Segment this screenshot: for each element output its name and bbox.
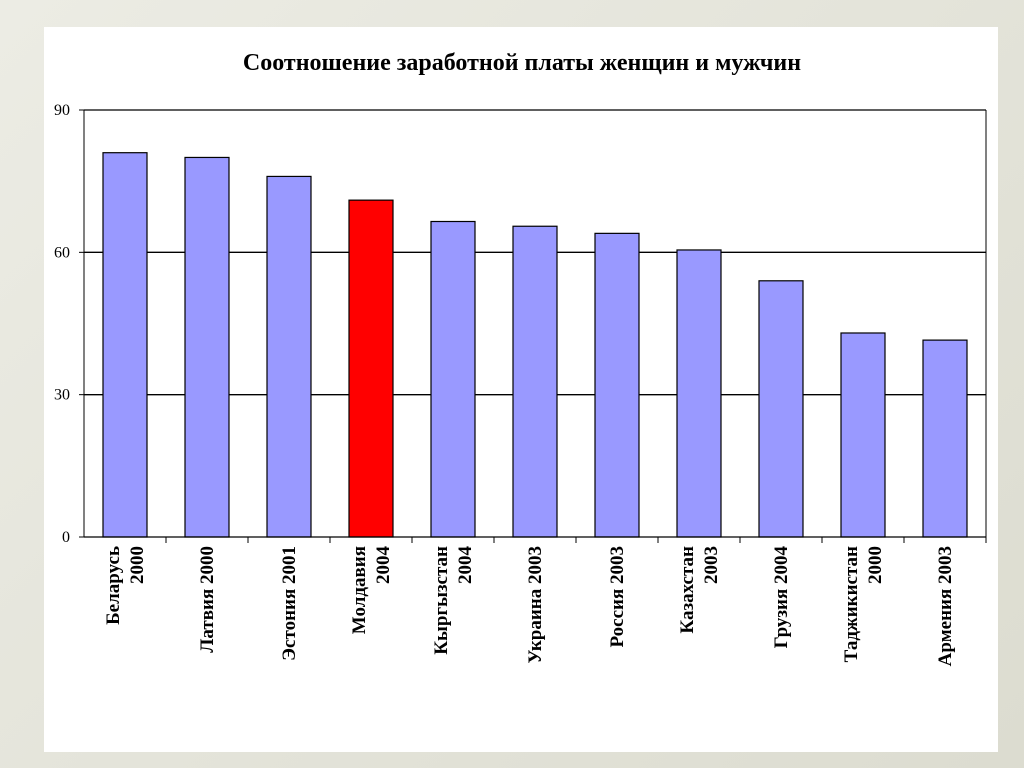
x-category-label-3: Молдавия 2004 [349, 546, 394, 635]
x-category-label-line: Таджикистан [841, 546, 862, 662]
bar-0 [102, 152, 148, 538]
bar-3 [348, 199, 394, 538]
bar-4 [430, 220, 476, 538]
y-tick-label: 30 [54, 387, 70, 404]
y-tick-label: 90 [54, 102, 70, 119]
x-category-label-0: Беларусь 2000 [103, 546, 148, 625]
bar-2 [266, 175, 312, 538]
x-category-label-line: Казахстан [677, 546, 698, 634]
x-category-label-line: Армения 2003 [935, 546, 956, 666]
bars [102, 152, 968, 538]
x-category-label-5: Украина 2003 [525, 546, 546, 664]
bar-7 [676, 249, 722, 538]
x-category-label-line: Латвия 2000 [197, 546, 218, 653]
x-category-label-4: Кыргызстан 2004 [431, 546, 476, 655]
bar-8 [758, 280, 804, 538]
x-category-label-line: 2004 [373, 546, 394, 585]
x-category-label-9: Таджикистан 2000 [841, 546, 886, 662]
x-category-label-line: 2004 [455, 546, 476, 585]
x-category-label-1: Латвия 2000 [197, 546, 218, 653]
y-tick-label: 0 [62, 529, 70, 546]
bar-5 [512, 225, 558, 538]
bar-9 [840, 332, 886, 538]
bar-10 [922, 339, 968, 538]
x-category-label-10: Армения 2003 [935, 546, 956, 666]
chart-title: Соотношение заработной платы женщин и му… [242, 50, 802, 76]
x-category-label-2: Эстония 2001 [279, 546, 300, 661]
x-category-label-line: 2003 [701, 546, 722, 584]
x-category-label-7: Казахстан 2003 [677, 546, 722, 634]
x-category-label-line: Россия 2003 [607, 546, 628, 647]
x-category-label-line: 2000 [865, 546, 886, 584]
bar-1 [184, 156, 230, 538]
y-tick-label: 60 [54, 244, 70, 261]
x-category-label-line: Украина 2003 [525, 546, 546, 664]
x-category-label-line: Кыргызстан [431, 546, 452, 655]
x-category-label-line: Грузия 2004 [771, 546, 792, 649]
x-category-label-line: Эстония 2001 [279, 546, 300, 661]
bar-6 [594, 232, 640, 538]
x-category-label-6: Россия 2003 [607, 546, 628, 647]
x-category-label-line: 2000 [127, 546, 148, 584]
x-category-label-8: Грузия 2004 [771, 546, 792, 649]
x-category-label-line: Молдавия [349, 546, 370, 634]
axes [79, 109, 987, 543]
x-category-label-line: Беларусь [103, 546, 124, 625]
